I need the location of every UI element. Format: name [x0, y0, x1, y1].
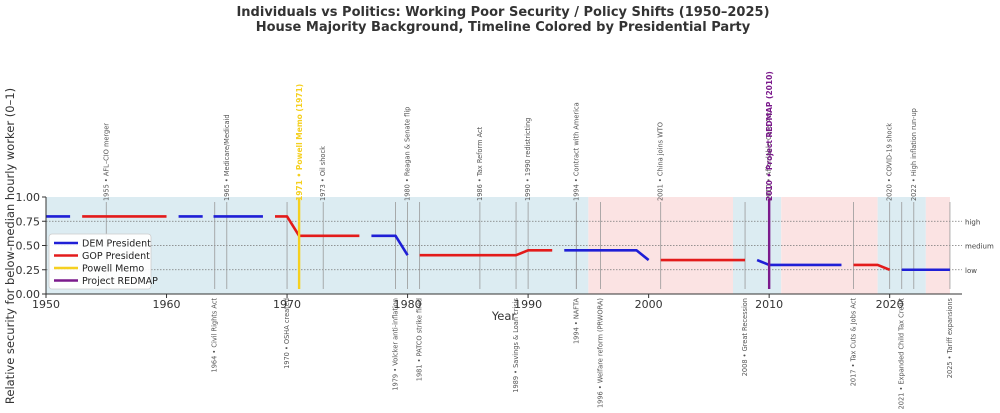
event-label: 1965 • Medicare/Medicaid — [223, 114, 231, 201]
event-label: 1955 • AFL–CIO merger — [102, 123, 110, 201]
event-label: 1970 • OSHA created — [283, 298, 291, 369]
event-label: 1964 • Civil Rights Act — [211, 298, 219, 373]
x-tick-label: 1950 — [32, 298, 60, 311]
chart-subtitle: House Majority Background, Timeline Colo… — [256, 20, 751, 35]
event-label: 1986 • Tax Reform Act — [476, 126, 484, 201]
x-axis-label: Year — [491, 309, 517, 323]
highlight-events: 1971 • Powell Memo (1971) 2010 • Project … — [295, 71, 774, 289]
event-label: 2010 • Affordable Care Act — [765, 112, 773, 201]
dem-president-segment — [564, 249, 650, 262]
event-label: 1994 • NAFTA — [572, 298, 580, 344]
highlight-label: 1971 • Powell Memo (1971) — [295, 84, 304, 201]
reference-label: high — [965, 218, 980, 226]
reference-label: low — [965, 267, 977, 275]
y-axis-label: Relative security for below-median hourl… — [3, 88, 17, 404]
event-label: 1981 • PATCO strike fired — [416, 298, 424, 381]
y-tick-label: 0.50 — [16, 240, 41, 253]
chart-title: Individuals vs Politics: Working Poor Se… — [236, 5, 769, 20]
event-label: 2021 • Expanded Child Tax Credit — [898, 298, 906, 410]
y-tick-label: 0.75 — [16, 215, 41, 228]
x-tick-label: 1980 — [394, 298, 422, 311]
legend-label: GOP President — [82, 251, 150, 262]
series-lines — [46, 215, 950, 272]
legend-label: Powell Memo — [82, 264, 144, 275]
event-label: 1980 • Reagan & Senate flip — [404, 107, 412, 201]
event-label: 2025 • Tariff expansions — [946, 297, 954, 378]
legend-label: Project REDMAP — [82, 276, 158, 287]
event-label: 2020 • COVID-19 shock — [886, 123, 894, 201]
event-label: 2001 • China joins WTO — [657, 122, 665, 201]
legend-label: DEM President — [82, 239, 151, 250]
axes: 1950 1960 1970 1980 1990 2000 2010 2020 0.00 0.25… — [16, 191, 962, 311]
event-label: 2017 • Tax Cuts & Jobs Act — [850, 298, 858, 387]
reference-lines: low medium high — [46, 218, 994, 275]
reference-label: medium — [965, 243, 994, 251]
highlight-label: 2010 • Project REDMAP (2010) — [765, 71, 774, 201]
x-tick-label: 2010 — [755, 298, 783, 311]
x-tick-label: 1970 — [273, 298, 301, 311]
event-label: 1989 • Savings & Loan crisis — [512, 297, 520, 392]
gop-president-segment — [419, 249, 553, 257]
dem-president-segment — [371, 234, 409, 256]
x-tick-label: 1960 — [153, 298, 181, 311]
y-tick-label: 1.00 — [16, 191, 41, 204]
x-tick-label: 2020 — [876, 298, 904, 311]
legend-box — [48, 233, 152, 290]
event-label: 1973 • Oil shock — [319, 146, 327, 201]
x-tick-label: 2000 — [635, 298, 663, 311]
event-label: 2008 • Great Recession — [741, 298, 749, 376]
event-label: 1996 • Welfare reform (PRWORA) — [596, 298, 604, 408]
y-tick-label: 0.25 — [16, 264, 41, 277]
event-label: 1979 • Volcker anti-inflation — [392, 298, 400, 391]
gop-president-segment — [853, 263, 891, 271]
gop-president-segment — [275, 215, 360, 238]
event-label: 2022 • High inflation run-up — [910, 108, 918, 201]
event-label: 1990 • 1990 redistricting — [524, 118, 532, 201]
event-label: 1994 • Contract with America — [572, 102, 580, 201]
y-tick-label: 0.00 — [16, 288, 41, 301]
x-tick-label: 1990 — [514, 298, 542, 311]
